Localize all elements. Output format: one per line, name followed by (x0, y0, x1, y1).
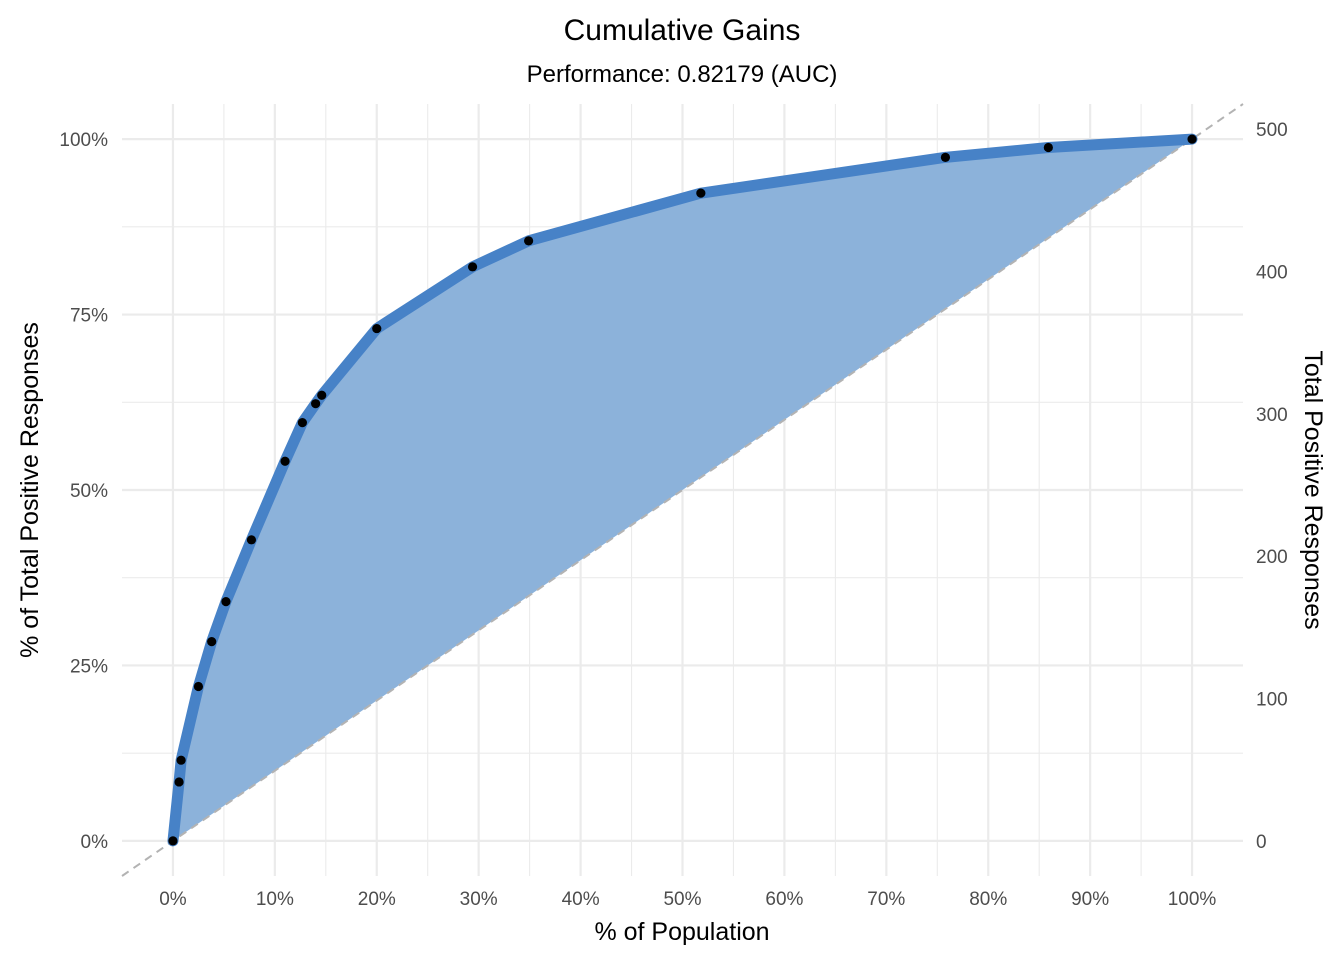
gain-line (167, 133, 1198, 847)
data-point (940, 152, 951, 162)
data-point (311, 399, 321, 409)
data-points (168, 134, 1197, 846)
y-axis-label: % of Total Positive Responses (16, 322, 44, 658)
y2-tick-label: 500 (1256, 120, 1288, 141)
data-point (176, 755, 186, 765)
x-tick-label: 90% (1071, 889, 1109, 910)
x-axis-label: % of Population (594, 918, 769, 946)
x-axis-ticks: 0% 10% 20% 30% 40% 50% 60% 70% 80% 90% 100% (159, 889, 1216, 910)
data-point (524, 236, 534, 246)
x-tick-label: 40% (562, 889, 600, 910)
data-point (297, 418, 307, 428)
data-point (207, 636, 217, 647)
y-tick-label: 100% (59, 130, 108, 151)
x-tick-label: 70% (867, 889, 905, 910)
y-tick-label: 25% (70, 656, 108, 677)
y-axis-ticks: 0% 25% 50% 75% 100% (59, 130, 108, 853)
secondary-y-axis-label: Total Positive Responses (1299, 350, 1327, 629)
data-point (1187, 134, 1197, 144)
x-tick-label: 0% (159, 889, 187, 910)
data-point (372, 323, 382, 334)
y2-tick-label: 0 (1256, 832, 1267, 853)
y2-tick-label: 300 (1256, 405, 1288, 426)
data-point (696, 188, 706, 198)
secondary-y-axis-ticks: 0 100 200 300 400 500 (1256, 120, 1288, 853)
data-point (1043, 142, 1053, 153)
x-tick-label: 60% (765, 889, 803, 910)
y2-tick-label: 100 (1256, 690, 1288, 711)
y-tick-label: 0% (81, 832, 109, 853)
data-point (317, 390, 327, 400)
data-point (280, 456, 290, 466)
x-tick-label: 50% (663, 889, 701, 910)
x-tick-label: 30% (460, 889, 498, 910)
random-baseline-line (121, 103, 1244, 877)
y-tick-label: 75% (70, 306, 108, 327)
data-point (246, 535, 257, 545)
data-point (221, 596, 231, 607)
x-tick-label: 20% (358, 889, 396, 910)
gain-area (172, 139, 1193, 841)
data-point (193, 681, 204, 692)
y-tick-label: 50% (70, 481, 108, 502)
x-tick-label: 100% (1168, 889, 1217, 910)
chart-title: Cumulative Gains (564, 14, 801, 47)
data-point (168, 836, 178, 846)
x-tick-label: 10% (256, 889, 294, 910)
data-point (174, 777, 184, 787)
y2-tick-label: 400 (1256, 262, 1288, 283)
data-point (467, 262, 478, 272)
x-tick-label: 80% (969, 889, 1007, 910)
chart-subtitle: Performance: 0.82179 (AUC) (527, 61, 838, 88)
y2-tick-label: 200 (1256, 547, 1288, 568)
